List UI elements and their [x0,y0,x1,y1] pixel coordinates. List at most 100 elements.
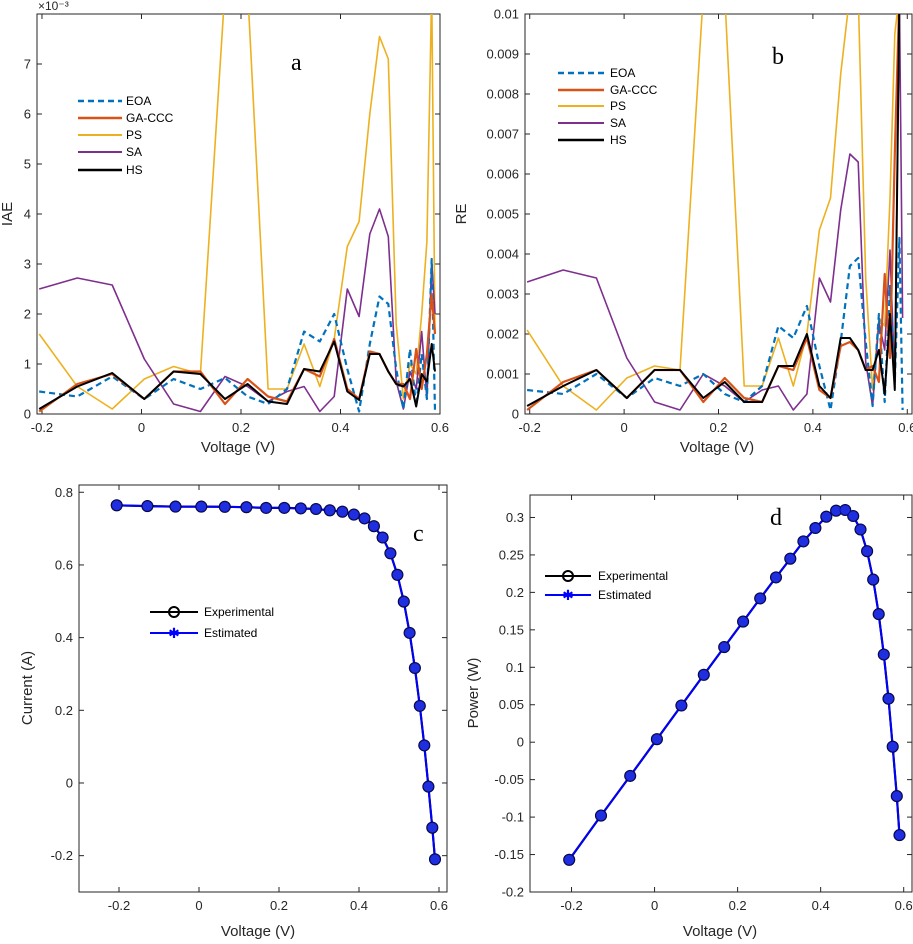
y-tick-label-d-5: 0.05 [499,697,524,712]
legend-label-sa-b: SA [610,116,626,130]
data-point-estimated-d-8 [754,592,766,605]
x-tick-label-d-0: -0.2 [560,898,582,913]
legend-c: Experimental ✱ Estimated [150,605,274,642]
plot-area-c [78,484,448,893]
data-point-estimated-c-0 [111,499,123,511]
series-line-ps-b [526,14,898,411]
data-point-estimated-c-4 [219,501,231,513]
y-axis-label-a: IAE [0,202,16,226]
data-point-estimated-c-10 [324,504,336,516]
data-point-estimated-d-2 [624,770,636,782]
data-point-estimated-c-17 [391,569,403,581]
data-point-estimated-c-8 [295,502,307,514]
y-tick-label-c-2: 0.2 [55,703,73,718]
y-tick-label-a-3: 3 [24,257,31,272]
data-point-estimated-d-23 [887,741,899,753]
data-point-estimated-d-17 [854,523,867,536]
plot-area-d [529,494,913,893]
y-tick-label-d-3: -0.05 [494,772,524,787]
panel-b: -0.2 0 0.2 0.4 0.600.0010.0020.0030.0040.005… [453,7,913,457]
y-axis-label-b: RE [453,204,470,225]
series-line-hs-b [526,14,901,407]
data-point-estimated-d-10 [784,553,796,565]
data-point-estimated-c-7 [278,502,290,514]
data-point-estimated-c-12 [348,508,360,521]
y-tick-label-c-4: 0.6 [55,557,73,572]
series-line-hs-a [38,340,436,410]
lines-c [110,499,442,866]
x-tick-label-a-2: 0.2 [232,420,250,435]
y-tick-label-d-4: 0 [517,735,524,750]
series-line-eoa-a [39,257,437,413]
legend-label-estimated-d: Estimated [598,588,651,602]
data-point-estimated-c-2 [169,500,182,513]
y-tick-label-b-4: 0.004 [486,247,519,262]
y-tick-label-b-0: 0 [512,407,519,422]
y-tick-label-a-4: 4 [24,207,31,222]
data-point-estimated-d-20 [873,608,885,620]
legend-label-eoa-a: EOA [126,94,151,108]
legend-marker-estimated-d: ✱ [562,588,574,604]
legend-label-hs-b: HS [610,133,627,147]
data-point-estimated-d-21 [878,648,890,661]
data-point-estimated-c-6 [260,502,272,514]
data-point-estimated-c-21 [414,700,426,712]
ticks-b: -0.2 0 0.2 0.4 0.600.0010.0020.0030.0040.005… [486,7,913,436]
y-tick-label-b-3: 0.003 [486,287,519,302]
y-tick-label-a-5: 5 [24,157,31,172]
x-tick-label-a-0: -0.2 [31,420,53,435]
x-tick-label-c-4: 0.6 [430,898,448,913]
x-tick-label-c-3: 0.4 [350,898,368,913]
data-point-estimated-d-1 [595,809,607,822]
x-tick-label-c-0: -0.2 [108,898,130,913]
legend-label-ga-ccc-a: GA-CCC [126,111,174,125]
data-point-estimated-d-13 [820,511,832,523]
legend-marker-estimated-c: ✱ [168,626,180,642]
series-line-estimated-d [568,508,901,861]
lines-a [38,14,437,413]
x-axis-label-a: Voltage (V) [201,439,275,456]
y-tick-label-a-6: 6 [24,107,31,122]
y-tick-label-d-10: 0.3 [506,510,524,525]
y-tick-label-b-9: 0.009 [486,47,519,62]
data-point-estimated-d-25 [893,829,906,841]
x-tick-label-a-1: 0 [138,420,145,435]
y-tick-label-d-1: -0.15 [494,847,524,862]
data-point-estimated-c-1 [141,500,153,512]
legend-d: Experimental ✱ Estimated [545,569,668,604]
data-point-estimated-d-11 [797,535,810,548]
legend-label-ps-a: PS [126,128,142,142]
y-tick-label-d-9: 0.25 [499,547,524,562]
legend-marker-experimental-d [562,570,574,582]
legend-label-eoa-b: EOA [610,66,635,80]
lines-d [563,503,906,866]
panel-label-c: c [413,521,424,547]
data-point-estimated-c-25 [429,853,441,865]
data-point-estimated-d-16 [847,510,859,522]
y-tick-label-d-8: 0.2 [506,585,524,600]
y-tick-label-b-8: 0.008 [486,87,519,102]
y-tick-label-b-7: 0.007 [486,127,519,142]
y-tick-label-a-1: 1 [24,357,31,372]
x-tick-label-a-4: 0.6 [431,420,449,435]
data-point-estimated-c-18 [398,595,410,608]
y-axis-label-d: Power (W) [465,658,482,729]
panel-label-a: a [291,50,302,76]
legend-label-experimental-c: Experimental [204,605,274,619]
y-tick-label-d-7: 0.15 [499,622,524,637]
legend-a: EOA GA-CCC PS SA HS [78,94,174,177]
y-tick-label-b-10: 0.01 [494,7,519,22]
y-tick-label-a-2: 2 [24,307,31,322]
y-tick-label-c-5: 0.8 [55,485,73,500]
y-tick-label-a-7: 7 [24,57,31,72]
data-point-estimated-c-14 [368,520,380,532]
data-point-estimated-d-7 [737,615,749,628]
y-tick-label-a-0: 0 [24,407,31,422]
data-point-estimated-d-18 [861,545,873,557]
x-tick-label-c-2: 0.2 [270,898,288,913]
legend-label-hs-a: HS [126,163,143,177]
data-point-estimated-c-19 [403,627,416,639]
